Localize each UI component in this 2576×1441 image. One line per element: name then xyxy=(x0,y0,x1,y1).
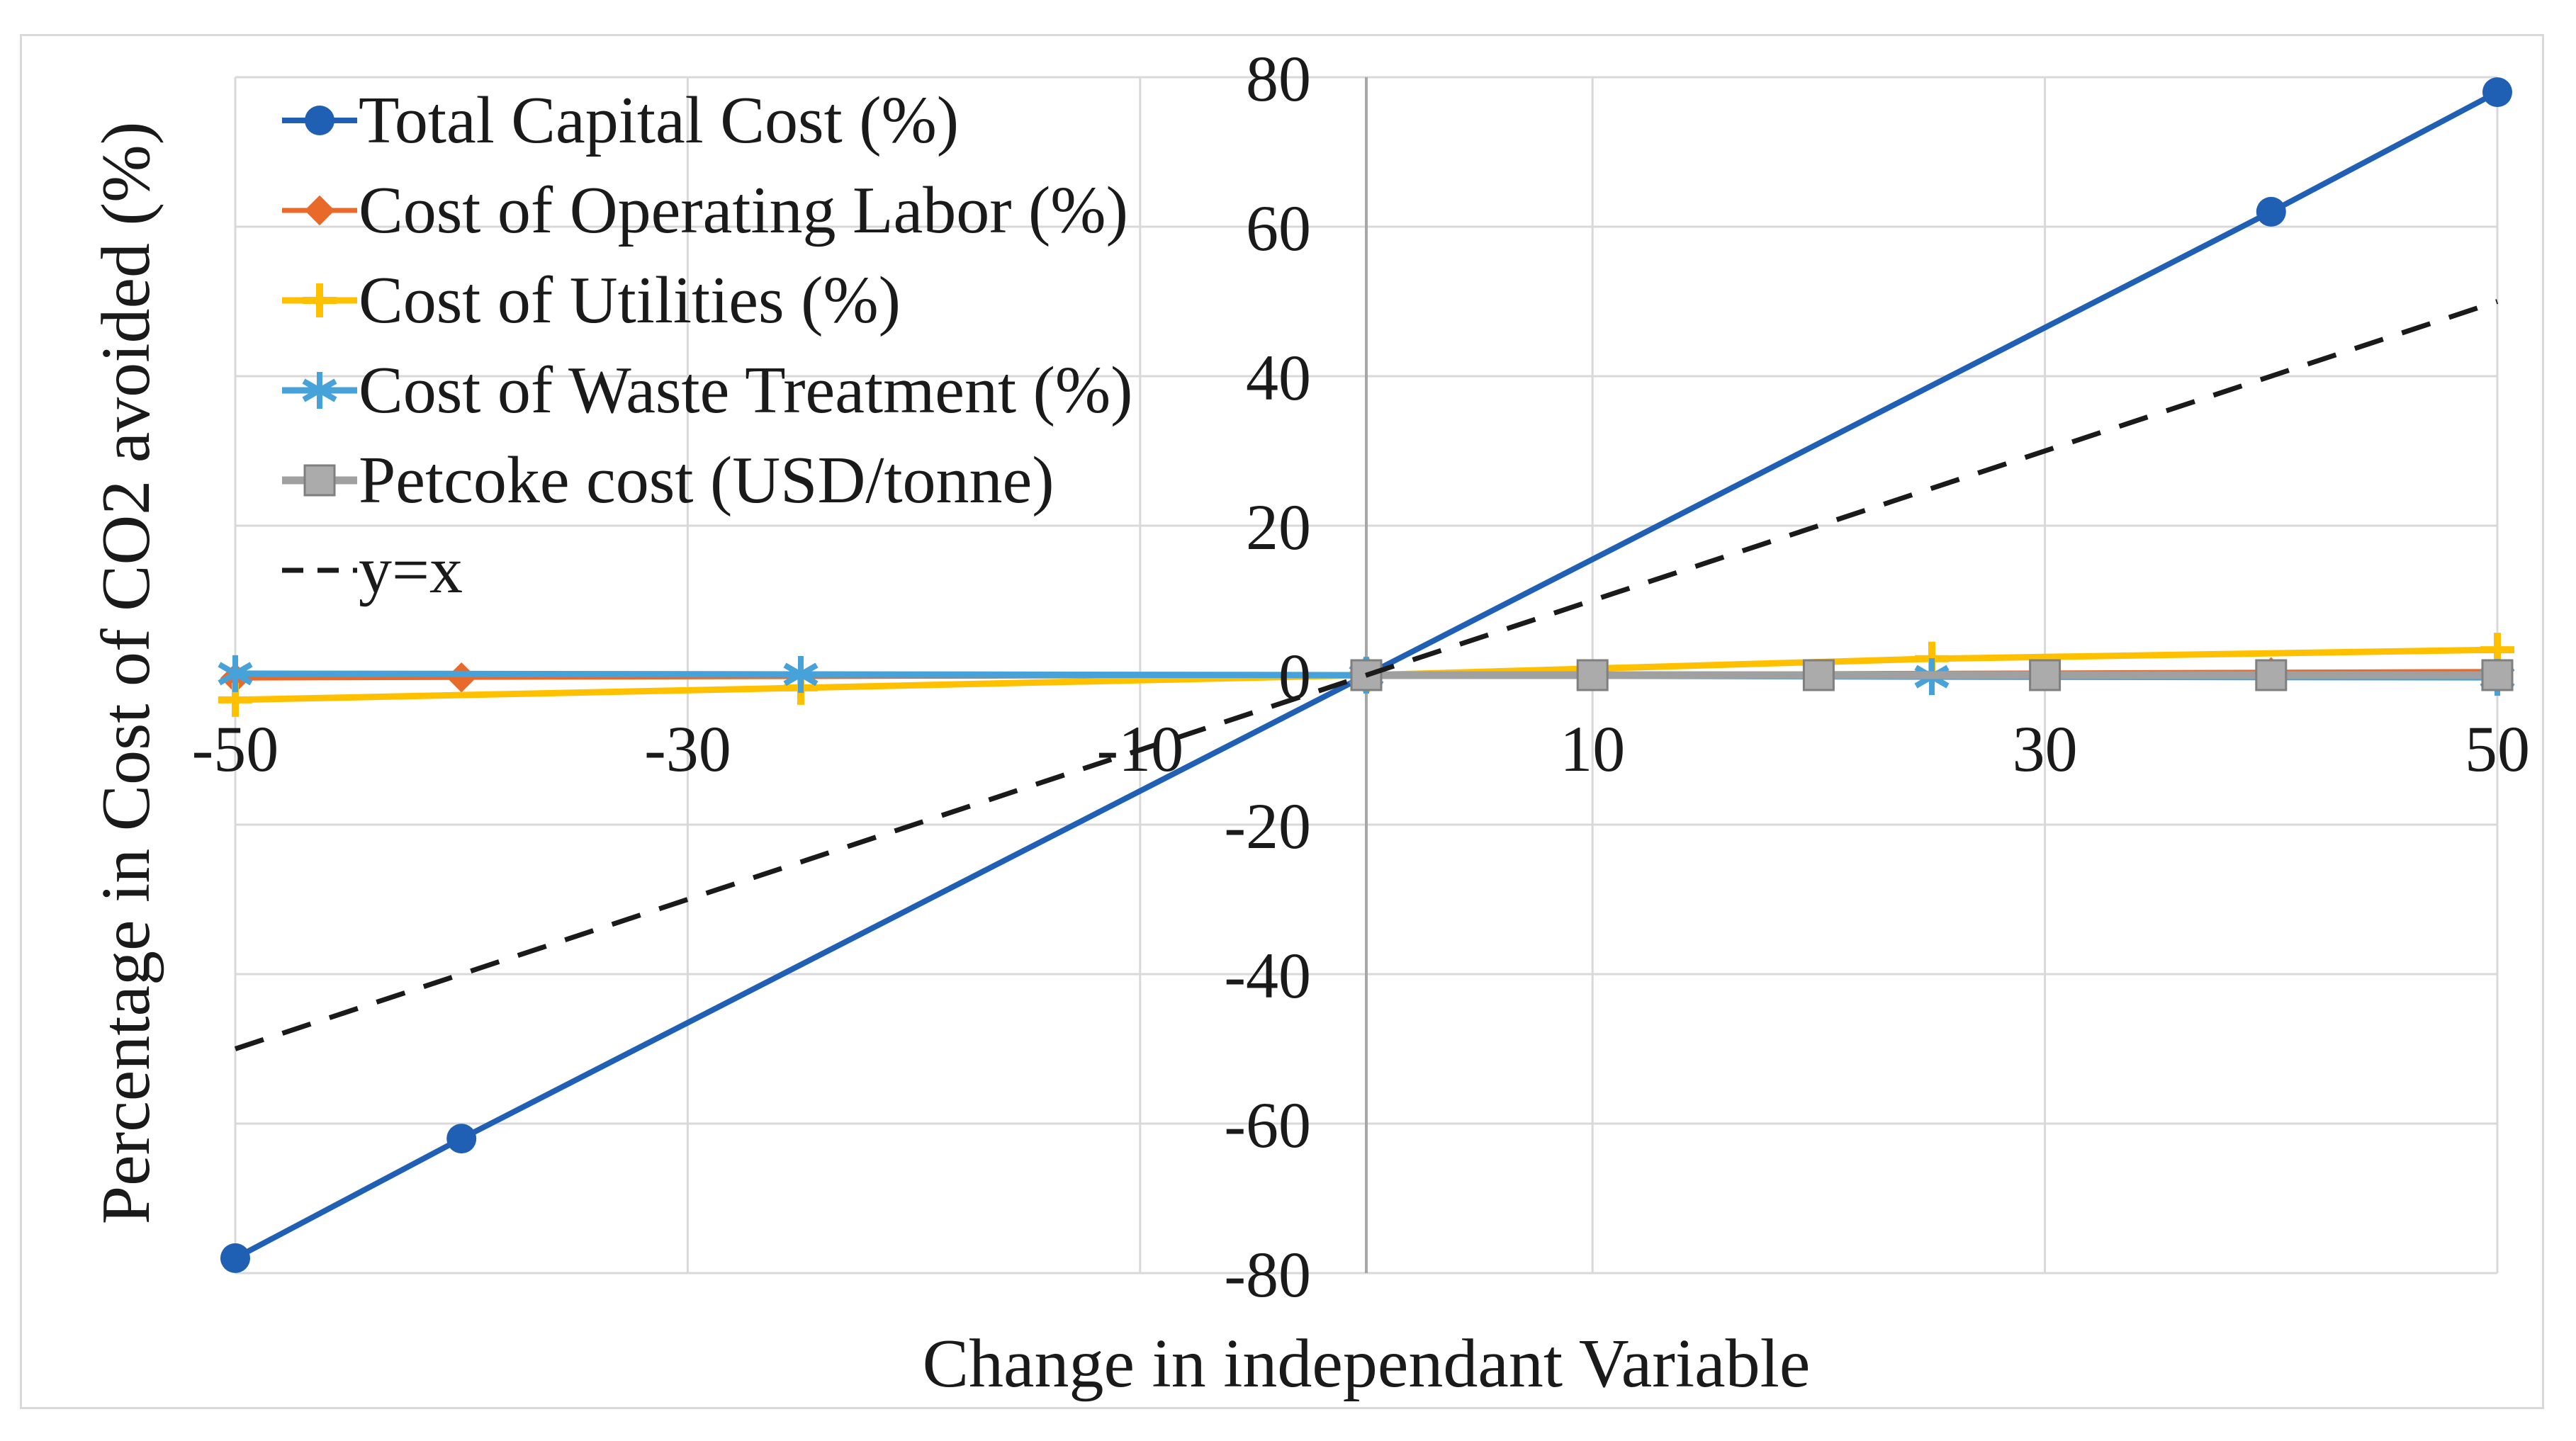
y-tick-label: -60 xyxy=(1224,1089,1311,1161)
y-tick-label: 0 xyxy=(1278,640,1311,713)
legend-item: Petcoke cost (USD/tonne) xyxy=(281,436,1054,524)
x-tick-label: -30 xyxy=(644,713,731,785)
x-tick-label: 10 xyxy=(1560,713,1625,785)
x-tick-label: 50 xyxy=(2465,713,2530,785)
marker-square xyxy=(2481,659,2514,691)
y-tick-label: 80 xyxy=(1246,43,1311,115)
legend-label: Cost of Operating Labor (%) xyxy=(359,174,1128,247)
legend-marker-square xyxy=(282,464,357,497)
legend-item: y=x xyxy=(281,526,463,614)
x-tick-label: 30 xyxy=(2013,713,2078,785)
x-tick-label: -10 xyxy=(1096,713,1183,785)
y-tick-label: -80 xyxy=(1224,1238,1311,1311)
marker-circle xyxy=(220,1243,250,1273)
marker-diamond xyxy=(304,195,335,226)
marker-asterisk xyxy=(218,662,253,686)
marker-square xyxy=(1802,659,1835,691)
marker-asterisk xyxy=(783,662,819,686)
legend-item: Cost of Operating Labor (%) xyxy=(281,166,1128,254)
legend-label: y=x xyxy=(359,533,463,607)
marker-circle xyxy=(2256,196,2286,227)
legend-marker-plus xyxy=(282,283,357,317)
x-axis-title: Change in independant Variable xyxy=(922,1326,1811,1402)
marker-circle xyxy=(305,106,334,135)
y-tick-label: 40 xyxy=(1246,341,1311,414)
y-tick-label: 60 xyxy=(1246,192,1311,264)
marker-asterisk xyxy=(302,378,337,402)
legend-label: Cost of Utilities (%) xyxy=(359,264,901,337)
legend-item: Cost of Utilities (%) xyxy=(281,256,901,344)
legend-label: Cost of Waste Treatment (%) xyxy=(359,354,1133,427)
figure-border xyxy=(20,34,2544,1409)
x-tick-label: -50 xyxy=(192,713,279,785)
marker-square xyxy=(2029,659,2062,691)
marker-square xyxy=(303,464,336,497)
series-y-x xyxy=(234,299,2499,1051)
legend-marker-asterisk xyxy=(282,372,357,409)
y-tick-label: -40 xyxy=(1224,939,1311,1012)
legend-label: Petcoke cost (USD/tonne) xyxy=(359,443,1054,517)
y-tick-label: -20 xyxy=(1224,790,1311,862)
legend-marker-dashed-line xyxy=(282,567,357,573)
marker-diamond xyxy=(446,662,477,693)
series-line xyxy=(234,299,2499,1051)
legend-marker-diamond xyxy=(282,195,357,226)
legend-item: Total Capital Cost (%) xyxy=(281,77,959,164)
legend-item: Cost of Waste Treatment (%) xyxy=(281,346,1132,434)
legend-marker-circle xyxy=(282,106,357,135)
y-axis-title: Percentage in Cost of CO2 avoided (%) xyxy=(88,121,164,1225)
legend-label: Total Capital Cost (%) xyxy=(359,84,960,157)
marker-square xyxy=(1576,659,1609,691)
marker-circle xyxy=(2482,77,2512,108)
series-petcoke-cost-usd-tonne- xyxy=(1350,659,2514,691)
marker-square xyxy=(2255,659,2288,691)
marker-circle xyxy=(446,1124,477,1154)
y-tick-label: 20 xyxy=(1246,491,1311,563)
